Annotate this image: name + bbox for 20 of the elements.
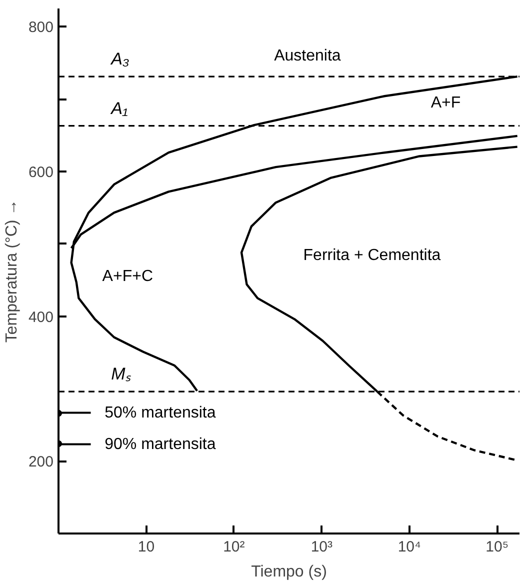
annotation: Austenita	[274, 47, 341, 64]
annotation: A+F+C	[102, 268, 153, 285]
y-tick-label: 400	[28, 308, 54, 326]
annotation: Ferrita + Cementita	[303, 246, 441, 264]
ref-line-label: Mₛ	[111, 364, 132, 384]
y-tick-label: 600	[28, 164, 54, 181]
annotation: 90% martensita	[104, 436, 216, 453]
ref-line-label: A₃	[110, 50, 130, 69]
x-tick-label: 10⁵	[486, 538, 509, 556]
x-tick-label: 10	[138, 538, 155, 556]
x-axis-title: Tiempo (s)	[251, 564, 327, 580]
x-tick-label: 10³	[310, 538, 333, 556]
y-tick-label: 800	[28, 19, 54, 36]
annotation: 50% martensita	[104, 404, 216, 422]
y-axis-title: Temperatura (°C) →	[3, 199, 20, 343]
y-tick-label: 200	[28, 454, 54, 471]
x-tick-label: 10²	[223, 538, 245, 556]
x-tick-label: 10⁴	[398, 538, 421, 556]
ref-line-label: A₁	[110, 98, 128, 118]
annotation: A+F	[430, 94, 461, 112]
